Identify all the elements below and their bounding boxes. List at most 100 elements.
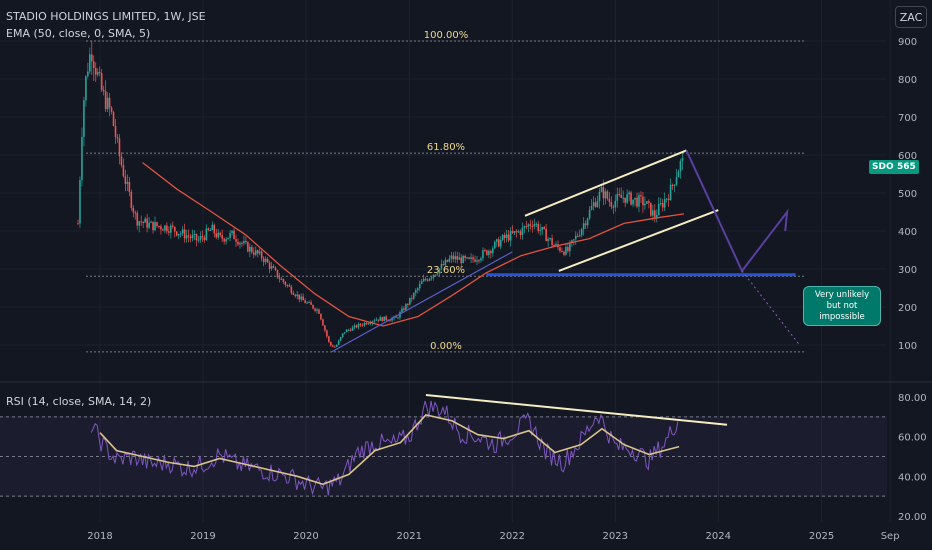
candle-body <box>213 224 216 234</box>
fib-level-label: 23.60% <box>427 265 465 276</box>
candle-body <box>606 191 609 199</box>
candle-body <box>515 231 518 233</box>
candle-body <box>98 72 101 74</box>
candle-body <box>434 274 437 276</box>
support-zone <box>486 273 796 277</box>
candle-body <box>144 218 146 223</box>
candle-body <box>628 192 630 195</box>
candle-body <box>407 304 409 306</box>
annotation-line-1: Very unlikely <box>814 289 870 300</box>
candle-body <box>312 304 314 309</box>
candle-body <box>140 221 142 223</box>
candle-body <box>254 250 257 255</box>
rsi-axis[interactable]: 20.00 40.00 60.00 80.00 <box>898 393 927 523</box>
candle-body <box>655 215 658 218</box>
candle-body <box>464 255 466 259</box>
candle-body <box>357 323 360 328</box>
candle-body <box>177 233 180 236</box>
candle-body <box>215 233 218 238</box>
candle-body <box>590 206 593 210</box>
time-tick-label: 2025 <box>809 531 834 542</box>
candle-body <box>339 337 342 341</box>
candle-body <box>231 230 233 233</box>
candle-body <box>525 226 528 228</box>
candle-body <box>616 194 619 201</box>
alternate-projection-path <box>741 270 800 346</box>
candle-body <box>94 67 97 75</box>
candle-body <box>450 255 453 259</box>
candle-body <box>241 242 243 244</box>
annotation-callout[interactable]: Very unlikely but not impossible <box>803 286 881 326</box>
candle-body <box>371 321 374 324</box>
candle-body <box>474 259 476 262</box>
candle-body <box>235 239 237 242</box>
rsi-indicator-label[interactable]: RSI (14, close, SMA, 14, 2) <box>6 395 152 408</box>
candle-body <box>563 251 565 255</box>
candle-body <box>217 232 220 238</box>
candle-body <box>102 89 105 92</box>
candle-body <box>249 246 251 252</box>
candle-body <box>567 247 569 252</box>
candle-body <box>138 221 141 226</box>
candle-body <box>162 229 164 231</box>
candle-body <box>584 223 587 226</box>
candle-body <box>454 256 457 260</box>
candle-body <box>260 251 263 259</box>
candle-body <box>316 309 318 311</box>
price-tick-label: 100 <box>898 341 917 352</box>
candle-body <box>505 234 508 239</box>
candle-body <box>503 235 506 239</box>
price-tick-label: 400 <box>898 227 917 238</box>
candle-body <box>288 285 291 287</box>
candle-body <box>314 308 316 311</box>
price-axis[interactable]: 100 200 300 400 500 600 700 800 900 <box>898 37 917 352</box>
candle-body <box>667 198 670 201</box>
candle-body <box>237 241 239 245</box>
candle-body <box>588 209 591 219</box>
ema-indicator-label[interactable]: EMA (50, close, 0, SMA, 5) <box>6 27 151 40</box>
candle-body <box>495 239 498 242</box>
rsi-tick-label: 20.00 <box>898 512 927 523</box>
candle-body <box>561 251 563 253</box>
candle-body <box>322 319 324 326</box>
candle-body <box>422 278 425 282</box>
candle-body <box>359 323 362 326</box>
currency-button[interactable]: ZAC <box>895 6 927 28</box>
candle-body <box>152 221 154 231</box>
candle-body <box>85 76 87 101</box>
time-axis[interactable]: 2018 2019 2020 2021 2022 2023 2024 2025 Sep <box>87 531 899 542</box>
candle-body <box>268 262 271 269</box>
time-tick-label: 2022 <box>500 531 525 542</box>
candle-body <box>492 248 494 254</box>
candle-body <box>170 225 172 233</box>
candle-body <box>345 329 348 333</box>
candle-body <box>225 239 227 242</box>
candle-body <box>507 234 510 241</box>
candle-body <box>488 250 490 255</box>
candle-body <box>551 238 553 246</box>
candle-body <box>355 325 358 328</box>
candle-body <box>573 239 575 241</box>
candle-body <box>367 323 370 325</box>
rsi-trendline <box>425 394 728 426</box>
candle-body <box>116 137 119 139</box>
candle-body <box>610 201 613 207</box>
rsi-tick-label: 40.00 <box>898 472 927 483</box>
candle-body <box>397 317 399 319</box>
candle-body <box>126 181 129 184</box>
candle-body <box>341 333 344 338</box>
candle-body <box>164 225 166 231</box>
candle-body <box>112 111 115 127</box>
candle-body <box>221 235 223 239</box>
candle-body <box>120 156 123 166</box>
candle-body <box>426 279 429 281</box>
candle-body <box>499 239 502 247</box>
annotation-line-2: but not impossible <box>819 300 865 322</box>
candle-body <box>460 257 463 264</box>
last-price-tag: 565 <box>894 160 919 174</box>
time-tick-label: 2023 <box>603 531 628 542</box>
candle-body <box>428 278 431 281</box>
candle-body <box>527 224 530 227</box>
candle-body <box>673 184 676 186</box>
